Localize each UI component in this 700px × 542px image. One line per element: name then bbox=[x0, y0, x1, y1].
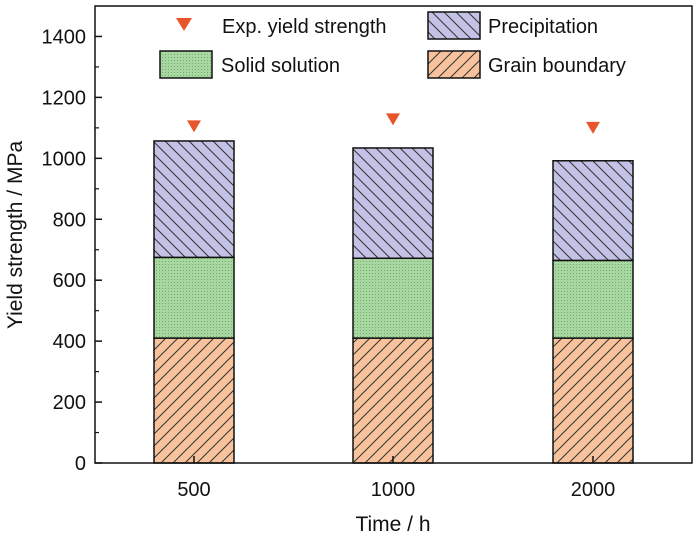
marker-exp-yield-2000 bbox=[586, 121, 600, 134]
x-tick-label-2000: 2000 bbox=[571, 479, 616, 501]
bar-segment-precipitation-1000 bbox=[352, 147, 434, 260]
bar-segment-solid-solution-2000 bbox=[552, 259, 634, 339]
legend-label-solid-solution: Solid solution bbox=[221, 55, 340, 77]
y-tick-label-400: 400 bbox=[53, 331, 86, 353]
y-tick-label-200: 200 bbox=[53, 392, 86, 414]
y-axis-title: Yield strength / MPa bbox=[4, 141, 27, 330]
legend-label-exp-yield-strength: Exp. yield strength bbox=[222, 16, 387, 38]
bar-segment-grain-boundary-1000 bbox=[352, 337, 434, 464]
y-tick-label-600: 600 bbox=[53, 270, 86, 292]
y-tick-label-0: 0 bbox=[75, 453, 86, 475]
legend-swatch-grain-boundary bbox=[427, 50, 481, 79]
x-tick-label-500: 500 bbox=[177, 479, 210, 501]
y-tick-label-1400: 1400 bbox=[42, 26, 87, 48]
bar-segment-grain-boundary-500 bbox=[153, 337, 235, 464]
legend-swatch-solid-solution bbox=[159, 50, 213, 79]
marker-exp-yield-500 bbox=[187, 120, 201, 133]
bar-segment-precipitation-500 bbox=[153, 140, 235, 259]
y-tick-label-1000: 1000 bbox=[42, 148, 87, 170]
legend-label-grain-boundary: Grain boundary bbox=[488, 55, 626, 77]
legend-swatch-precipitation bbox=[427, 11, 481, 40]
bar-segment-solid-solution-1000 bbox=[352, 257, 434, 339]
legend-label-precipitation: Precipitation bbox=[488, 16, 598, 38]
x-tick-label-1000: 1000 bbox=[371, 479, 416, 501]
y-tick-label-800: 800 bbox=[53, 209, 86, 231]
bar-segment-grain-boundary-2000 bbox=[552, 337, 634, 464]
bar-segment-precipitation-2000 bbox=[552, 160, 634, 262]
x-axis-title: Time / h bbox=[355, 513, 430, 536]
bar-segment-solid-solution-500 bbox=[153, 256, 235, 339]
legend-symbol-exp-yield-strength bbox=[176, 18, 192, 31]
y-tick-label-1200: 1200 bbox=[42, 87, 87, 109]
marker-exp-yield-1000 bbox=[386, 113, 400, 126]
